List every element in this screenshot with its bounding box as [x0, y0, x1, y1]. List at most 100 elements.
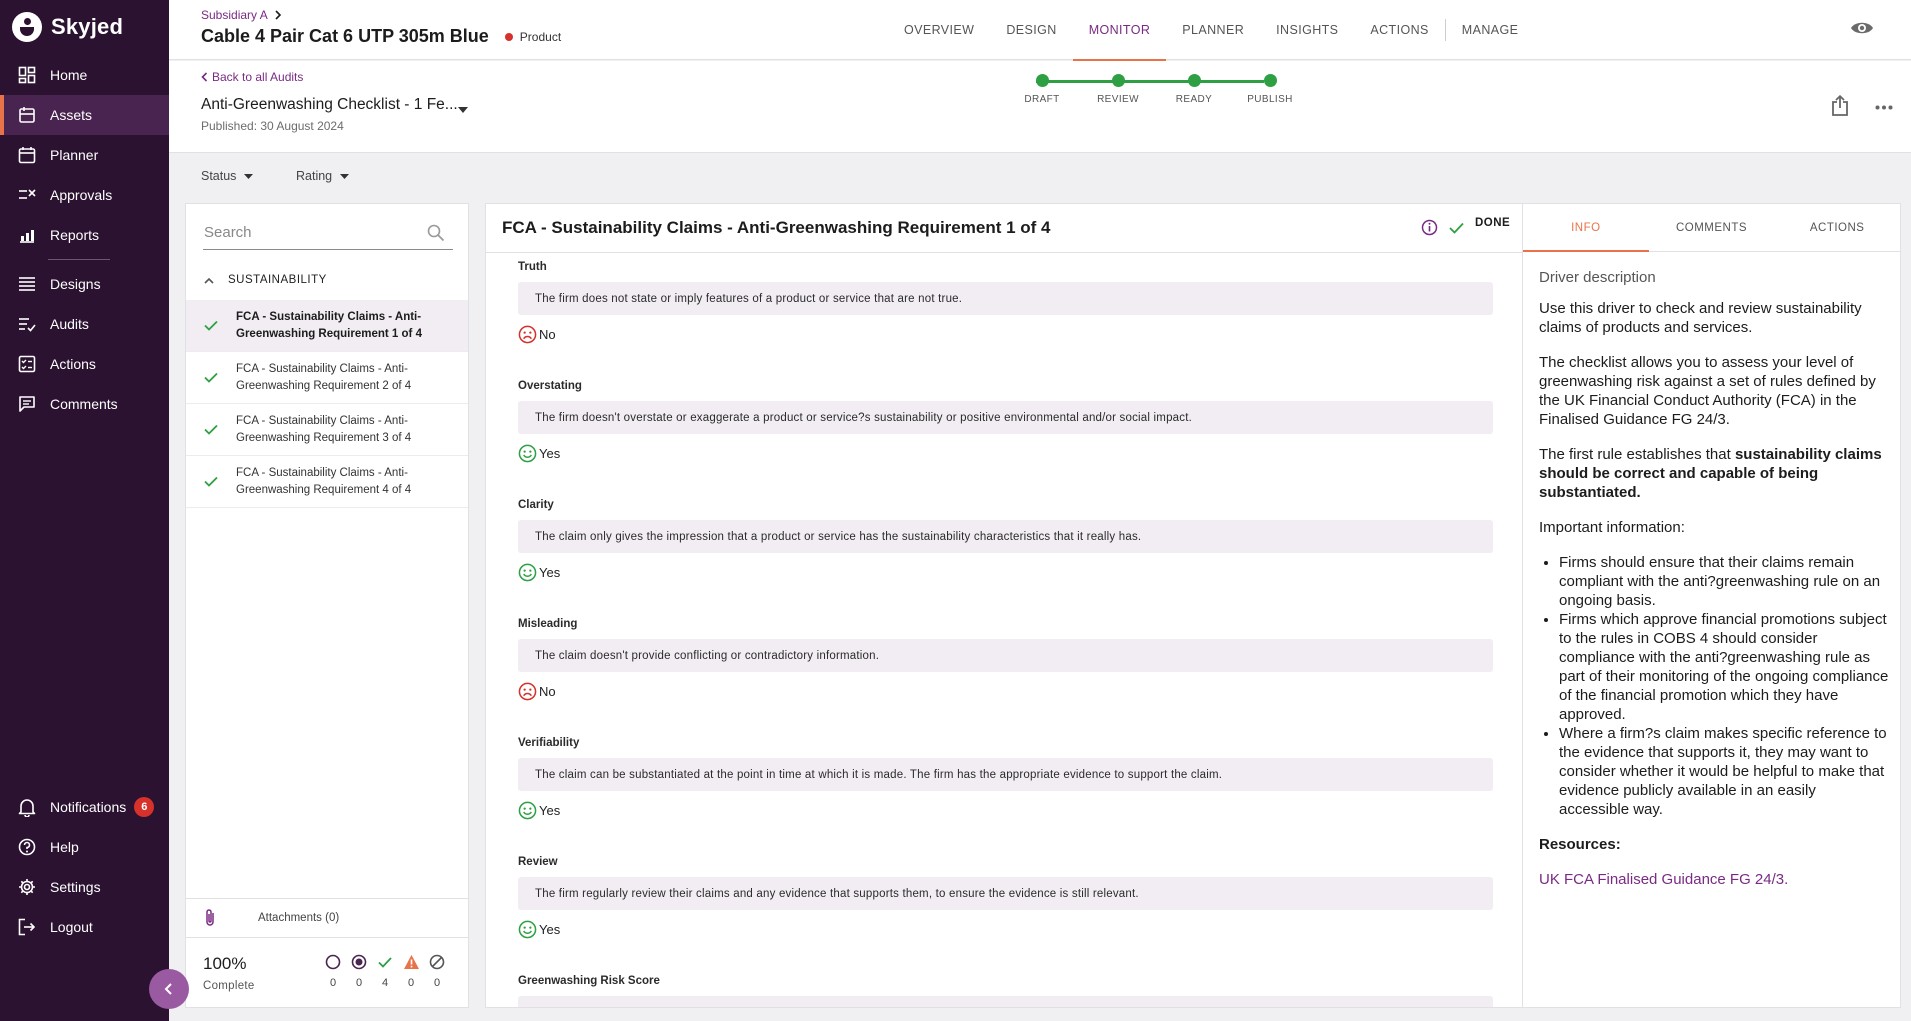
sidebar-item-label: Actions: [50, 356, 96, 372]
stat-count: 4: [381, 977, 389, 989]
breadcrumb-item[interactable]: Subsidiary A: [201, 8, 268, 22]
question-misleading: Misleading The claim doesn't provide con…: [518, 618, 1493, 701]
sidebar-item-label: Comments: [50, 396, 118, 412]
reports-icon: [18, 226, 36, 244]
status-filter[interactable]: Status: [201, 169, 254, 183]
gear-icon: [18, 878, 36, 896]
audit-bar: Back to all Audits Anti-Greenwashing Che…: [169, 61, 1911, 153]
actions-icon: [18, 355, 36, 373]
sidebar-item-approvals[interactable]: Approvals: [0, 175, 169, 215]
sidebar-item-help[interactable]: Help: [0, 827, 169, 867]
tab-insights[interactable]: INSIGHTS: [1276, 23, 1339, 37]
tab-planner[interactable]: PLANNER: [1182, 23, 1245, 37]
list-item: Firms should ensure that their claims re…: [1559, 553, 1889, 610]
tab-manage[interactable]: MANAGE: [1461, 23, 1519, 37]
caret-down-icon: [244, 173, 254, 179]
asset-type-badge: Product: [504, 29, 562, 44]
back-to-audits-link[interactable]: Back to all Audits: [201, 70, 303, 84]
brand-logo[interactable]: Skyjed: [12, 12, 123, 42]
sidebar-item-assets[interactable]: Assets: [0, 95, 169, 135]
requirement-item[interactable]: FCA - Sustainability Claims - Anti-Green…: [186, 456, 468, 508]
stat-count: 0: [433, 977, 441, 989]
answer[interactable]: No: [518, 682, 1493, 701]
list-item: Where a firm?s claim makes specific refe…: [1559, 724, 1889, 819]
chevron-right-icon: [275, 10, 281, 20]
requirement-label: FCA - Sustainability Claims - Anti-Green…: [236, 310, 422, 340]
sidebar-item-notifications[interactable]: Notifications 6: [0, 787, 169, 827]
sidebar-item-label: Audits: [50, 316, 89, 332]
question-title: Truth: [518, 261, 547, 273]
sidebar-item-audits[interactable]: Audits: [0, 304, 169, 344]
info-bold-text: sustainability claims should be correct …: [1539, 446, 1882, 501]
approvals-icon: [18, 186, 36, 204]
comments-icon: [18, 395, 36, 413]
requirement-item[interactable]: FCA - Sustainability Claims - Anti-Green…: [186, 300, 468, 352]
stat-warning: 0: [401, 954, 421, 989]
answer[interactable]: Yes: [518, 444, 1493, 463]
rating-filter[interactable]: Rating: [296, 169, 350, 183]
answer[interactable]: Yes: [518, 920, 1493, 939]
published-date: Published: 30 August 2024: [201, 119, 344, 133]
sidebar-item-logout[interactable]: Logout: [0, 907, 169, 947]
main-tabs: OVERVIEW DESIGN MONITOR PLANNER INSIGHTS…: [888, 0, 1534, 61]
question-clarity: Clarity The claim only gives the impress…: [518, 499, 1493, 582]
answer[interactable]: No: [518, 325, 1493, 344]
sidebar-item-comments[interactable]: Comments: [0, 384, 169, 424]
sad-face-icon: [518, 325, 537, 344]
group-header-sustainability[interactable]: SUSTAINABILITY: [186, 260, 468, 300]
tab-info[interactable]: INFO: [1523, 204, 1649, 252]
search-input[interactable]: [203, 224, 423, 241]
sidebar-collapse-button[interactable]: [149, 969, 189, 1009]
sidebar-item-settings[interactable]: Settings: [0, 867, 169, 907]
tab-overview[interactable]: OVERVIEW: [904, 23, 975, 37]
tab-monitor[interactable]: MONITOR: [1072, 0, 1167, 61]
asset-type-label: Product: [519, 29, 562, 44]
audit-selector[interactable]: Anti-Greenwashing Checklist - 1 Fe...: [201, 96, 468, 114]
sidebar-item-reports[interactable]: Reports: [0, 215, 169, 255]
sidebar-item-actions[interactable]: Actions: [0, 344, 169, 384]
sidebar-item-planner[interactable]: Planner: [0, 135, 169, 175]
question-title: Clarity: [518, 499, 554, 511]
stat-not-applicable: 0: [427, 954, 447, 989]
share-icon[interactable]: [1831, 94, 1849, 122]
requirement-item[interactable]: FCA - Sustainability Claims - Anti-Green…: [186, 404, 468, 456]
sidebar-item-label: Notifications: [50, 799, 127, 815]
question-overstating: Overstating The firm doesn't overstate o…: [518, 380, 1493, 463]
step-review: REVIEW: [1088, 74, 1148, 105]
tab-comments[interactable]: COMMENTS: [1675, 221, 1748, 234]
more-options-icon[interactable]: [1875, 97, 1893, 115]
audit-title: Anti-Greenwashing Checklist - 1 Fe...: [201, 96, 458, 113]
step-publish: PUBLISH: [1240, 74, 1300, 105]
back-link-label[interactable]: Back to all Audits: [212, 70, 304, 84]
info-icon[interactable]: [1421, 219, 1438, 236]
attachments-row[interactable]: Attachments (0): [186, 898, 468, 936]
check-icon: [186, 372, 236, 383]
sidebar-item-label: Settings: [50, 879, 101, 895]
caret-down-icon: [340, 173, 350, 179]
answer[interactable]: Yes: [518, 563, 1493, 582]
eye-icon[interactable]: [1850, 20, 1874, 41]
answer[interactable]: Yes: [518, 801, 1493, 820]
requirement-item[interactable]: FCA - Sustainability Claims - Anti-Green…: [186, 352, 468, 404]
requirement-actions: DONE: [1421, 216, 1511, 236]
sidebar-item-home[interactable]: Home: [0, 55, 169, 95]
search-icon[interactable]: [427, 224, 445, 242]
sidebar-item-designs[interactable]: Designs: [0, 264, 169, 304]
warning-icon: [403, 955, 419, 969]
list-item: Firms which approve financial promotions…: [1559, 610, 1889, 724]
check-icon: [186, 476, 236, 487]
sidebar: Skyjed Home Assets Planner Approvals Rep…: [0, 0, 169, 1021]
done-button[interactable]: DONE: [1475, 216, 1511, 229]
tab-design[interactable]: DESIGN: [1006, 23, 1057, 37]
tab-actions[interactable]: ACTIONS: [1370, 23, 1429, 37]
skyjed-logo-icon: [12, 12, 42, 42]
tab-actions[interactable]: ACTIONS: [1809, 221, 1865, 234]
stepper-line: [1036, 80, 1264, 83]
guidance-link[interactable]: UK FCA Finalised Guidance FG 24/3.: [1539, 871, 1789, 888]
requirement-label: FCA - Sustainability Claims - Anti-Green…: [236, 466, 412, 496]
chevron-left-icon: [164, 983, 172, 995]
check-icon[interactable]: [1449, 222, 1464, 234]
breadcrumb[interactable]: Subsidiary A: [201, 8, 282, 22]
step-label: REVIEW: [1097, 94, 1139, 105]
answer-label: Yes: [539, 565, 561, 580]
